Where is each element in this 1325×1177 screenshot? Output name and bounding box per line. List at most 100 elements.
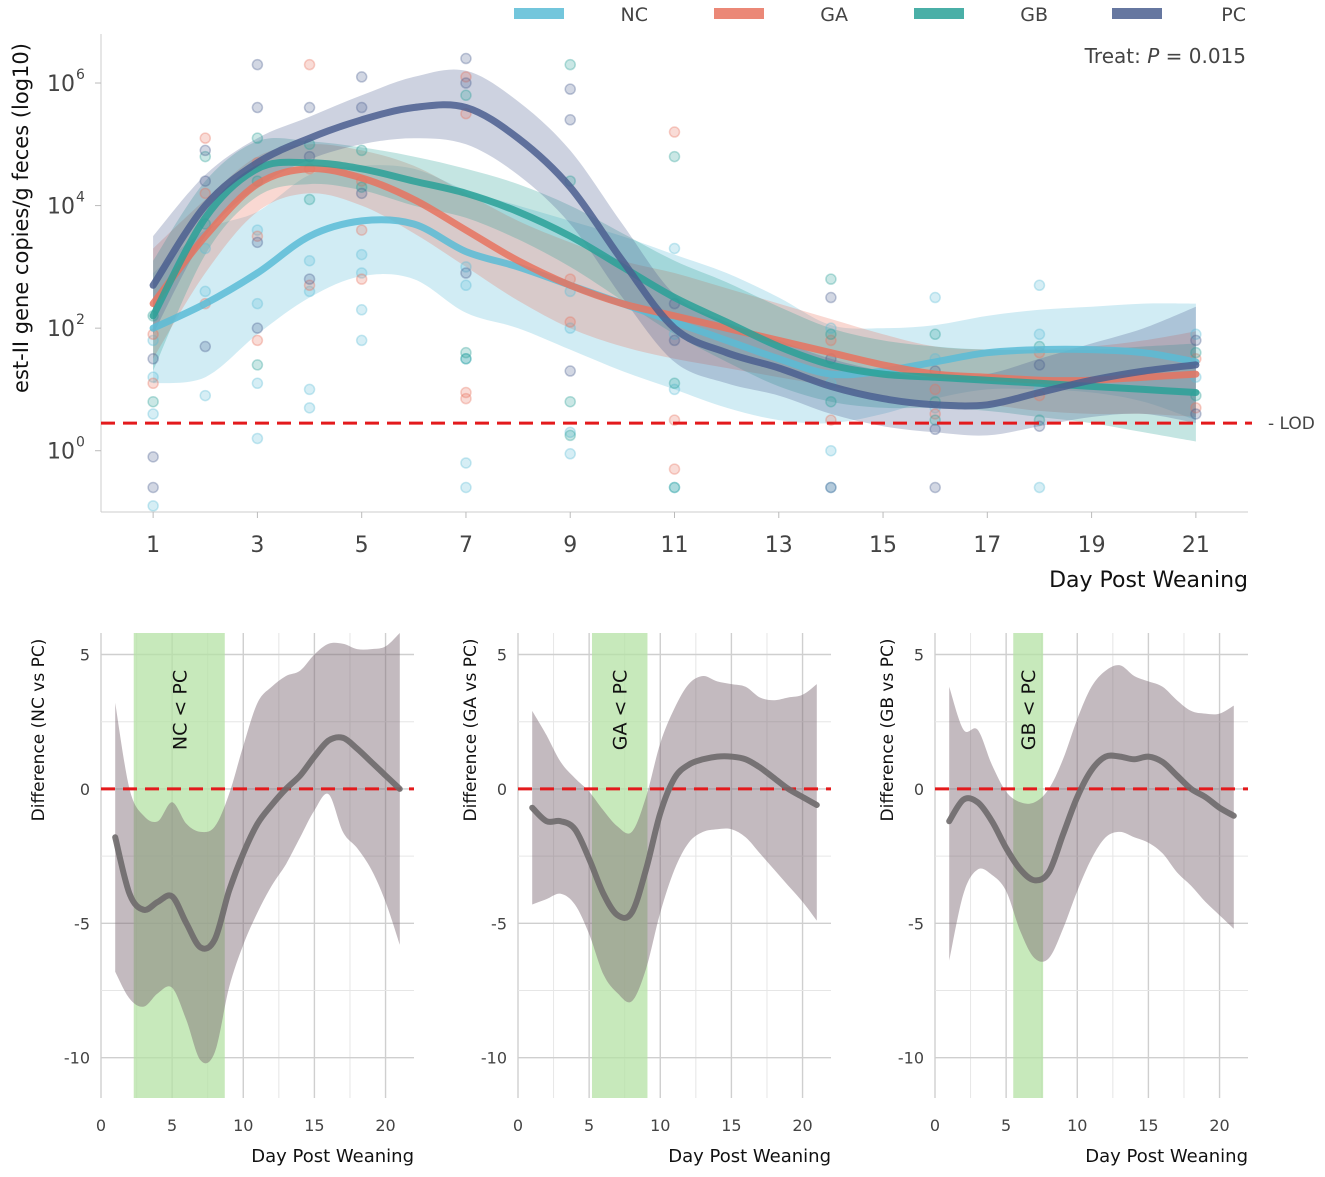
point-pc bbox=[303, 273, 316, 285]
point-nc bbox=[460, 353, 472, 365]
point-nc bbox=[147, 334, 159, 347]
point-pc bbox=[1033, 359, 1046, 371]
point-ga bbox=[355, 273, 368, 285]
point-ga bbox=[199, 187, 212, 200]
point-gb bbox=[460, 89, 472, 102]
point-pc bbox=[1190, 334, 1202, 347]
point-nc bbox=[355, 248, 368, 261]
legend: NC GA GB PC bbox=[514, 4, 1246, 26]
line-gb bbox=[149, 158, 1200, 396]
point-pc bbox=[199, 175, 212, 187]
point-gb bbox=[147, 395, 159, 408]
point-pc bbox=[668, 334, 681, 347]
y-tick-label: -5 bbox=[908, 914, 924, 933]
point-pc bbox=[460, 77, 472, 89]
point-pc bbox=[460, 52, 472, 65]
point-gb bbox=[668, 150, 681, 163]
significant-region bbox=[133, 633, 225, 1098]
legend-label-ga: GA bbox=[820, 4, 848, 26]
point-gb bbox=[199, 150, 212, 163]
point-gb bbox=[355, 181, 368, 193]
treat-p-value-annotation: Treat: P = 0.015 bbox=[1084, 44, 1246, 68]
difference-line bbox=[529, 753, 820, 921]
point-pc bbox=[1190, 408, 1202, 420]
main-x-tick-label: 7 bbox=[459, 533, 473, 558]
point-nc bbox=[825, 444, 837, 457]
main-y-axis-label: est-II gene copies/g feces (log10) bbox=[9, 43, 33, 393]
y-tick-label: -10 bbox=[481, 1049, 507, 1068]
y-tick-label: -10 bbox=[64, 1049, 90, 1068]
point-nc bbox=[825, 481, 837, 494]
main-y-tick-exponent: 4 bbox=[76, 190, 85, 206]
x-tick-label: 10 bbox=[233, 1116, 253, 1135]
point-gb bbox=[460, 346, 472, 359]
point-gb bbox=[825, 328, 837, 341]
point-gb bbox=[251, 132, 264, 144]
point-gb bbox=[564, 429, 576, 442]
point-pc bbox=[355, 187, 368, 200]
main-x-tick-label: 1 bbox=[146, 533, 160, 558]
point-nc bbox=[1033, 328, 1046, 341]
point-pc bbox=[929, 423, 941, 436]
point-ga bbox=[564, 316, 576, 328]
difference-band bbox=[532, 675, 817, 1003]
main-x-ticks: 1 3 5 7 9 11 13 15 17 19 21 bbox=[146, 512, 1210, 558]
point-nc bbox=[460, 279, 472, 292]
main-x-tick-label: 15 bbox=[869, 533, 897, 558]
point-pc bbox=[251, 322, 264, 334]
point-nc bbox=[251, 297, 264, 310]
panel-diff-nc: NC < PC 0 5 10 15 20 5 0 -5 -10 Day Post Weaning Di… bbox=[29, 633, 414, 1167]
point-nc bbox=[460, 481, 472, 494]
y-tick-label: 0 bbox=[914, 780, 924, 799]
y-tick-label: 5 bbox=[914, 646, 924, 665]
difference-panels: NC < PC 0 5 10 15 20 5 0 -5 -10 Day Post Weaning Di… bbox=[29, 633, 1248, 1167]
point-pc bbox=[199, 340, 212, 353]
point-ga bbox=[460, 71, 472, 83]
line-nc bbox=[149, 216, 1200, 379]
x-tick-label: 0 bbox=[96, 1116, 106, 1135]
point-ga bbox=[668, 126, 681, 138]
point-gb bbox=[355, 144, 368, 157]
main-x-tick-label: 19 bbox=[1078, 533, 1106, 558]
point-nc bbox=[355, 304, 368, 316]
point-nc bbox=[668, 242, 681, 255]
point-pc bbox=[564, 365, 576, 377]
significant-region-label: NC < PC bbox=[169, 670, 191, 750]
point-gb bbox=[668, 481, 681, 494]
main-y-tick-exponent: 6 bbox=[76, 67, 85, 83]
annotation-suffix: = 0.015 bbox=[1159, 44, 1246, 68]
point-nc bbox=[251, 432, 264, 445]
panel-diff-gb: GB < PC 0 5 10 15 20 5 0 -5 -10 Day Post Weaning Di… bbox=[878, 633, 1248, 1167]
point-ga bbox=[1190, 402, 1202, 414]
difference-band bbox=[949, 665, 1234, 962]
main-y-tick-label: 10 bbox=[47, 440, 75, 465]
point-nc bbox=[668, 383, 681, 396]
band-ga bbox=[153, 144, 1196, 417]
main-x-tick-label: 21 bbox=[1182, 533, 1210, 558]
point-pc bbox=[199, 144, 212, 157]
legend-label-gb: GB bbox=[1020, 4, 1048, 26]
annotation-prefix: Treat: bbox=[1084, 44, 1148, 68]
x-tick-label: 15 bbox=[1138, 1116, 1158, 1135]
main-x-axis-label: Day Post Weaning bbox=[1049, 568, 1248, 593]
point-pc bbox=[564, 114, 576, 126]
y-tick-label: 0 bbox=[80, 780, 90, 799]
lod-label: - LOD bbox=[1268, 414, 1315, 434]
x-tick-label: 0 bbox=[513, 1116, 523, 1135]
point-gb bbox=[929, 328, 941, 341]
y-tick-label: 5 bbox=[497, 646, 507, 665]
x-tick-label: 15 bbox=[304, 1116, 324, 1135]
y-tick-label: 0 bbox=[497, 780, 507, 799]
point-ga bbox=[303, 279, 316, 292]
x-tick-label: 20 bbox=[375, 1116, 395, 1135]
band-gb bbox=[153, 138, 1196, 442]
point-ga bbox=[460, 386, 472, 399]
main-y-tick-label: 10 bbox=[47, 317, 75, 342]
point-pc bbox=[147, 481, 159, 494]
significant-region-label: GB < PC bbox=[1018, 670, 1040, 750]
annotation-italic: P bbox=[1147, 44, 1160, 68]
point-pc bbox=[460, 267, 472, 279]
point-nc bbox=[147, 408, 159, 420]
point-ga bbox=[825, 334, 837, 347]
